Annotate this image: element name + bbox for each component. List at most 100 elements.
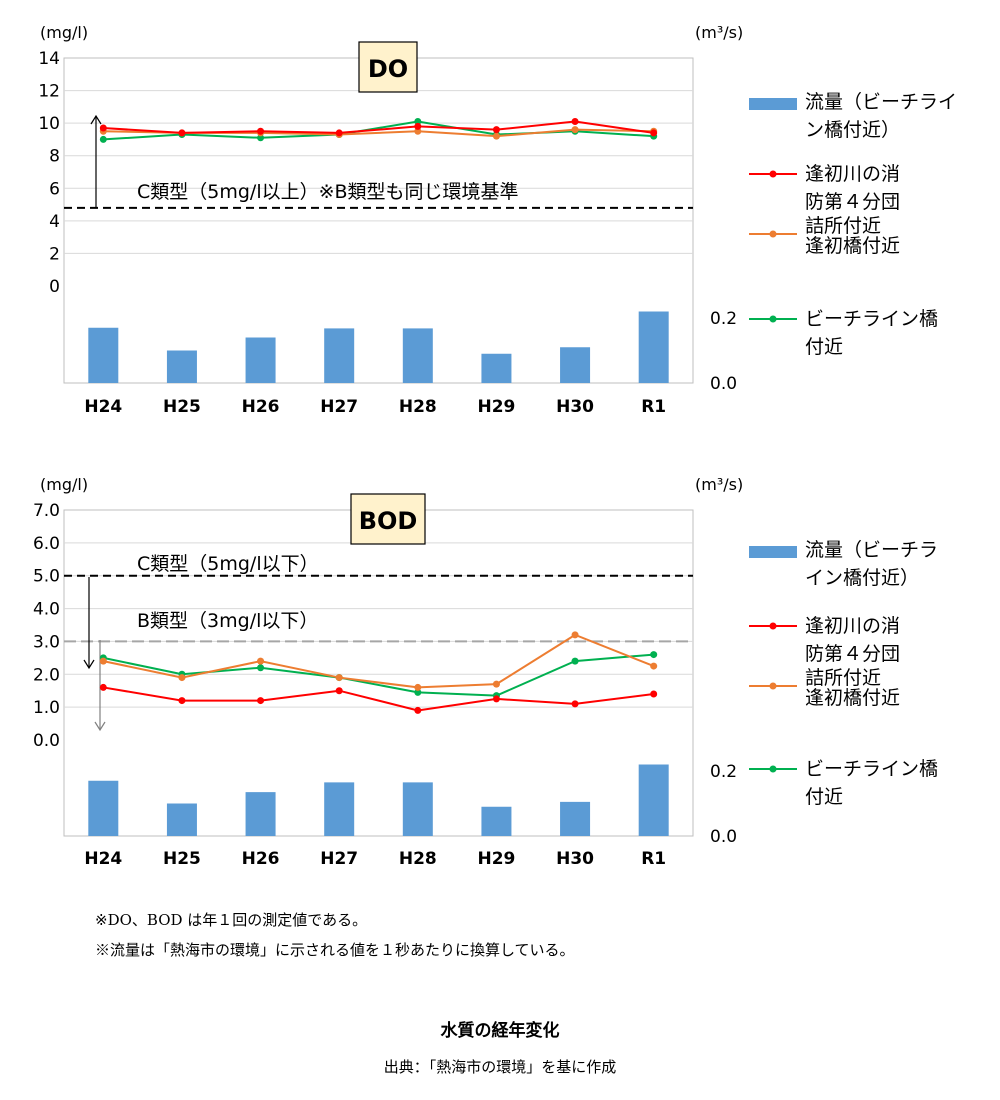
series-point — [257, 697, 265, 705]
chart-title: DO — [368, 55, 408, 83]
y-tick-label: 6.0 — [33, 534, 60, 554]
series-point — [99, 683, 107, 691]
x-tick-label: H27 — [320, 849, 358, 869]
legend-label: 流量（ビーチラ — [805, 539, 938, 561]
legend-bar-swatch — [749, 546, 797, 558]
reference-label: C類型（5mg/l以上）※B類型も同じ環境基準 — [137, 181, 519, 203]
x-tick-label: H25 — [163, 397, 201, 417]
chart-title-box — [358, 41, 418, 93]
bod-chart: 7.0 6.0 5.0 4.0 3.0 2.0 1.0 0.0 0.2 0.0 (mg/l) (m³/… — [33, 475, 938, 869]
series-line — [103, 653, 654, 697]
note-2: ※流量は「熱海市の環境」に示される値を１秒あたりに換算している。 — [95, 941, 575, 959]
x-tick-label: R1 — [641, 397, 666, 417]
series-point — [571, 657, 579, 665]
series-point — [257, 664, 265, 672]
legend-label: 逢初川の消 — [805, 615, 900, 637]
x-tick-label: H29 — [477, 397, 515, 417]
flow-bar — [166, 350, 197, 383]
series-point — [178, 129, 186, 137]
series-point — [492, 680, 500, 688]
series-point — [178, 697, 186, 705]
reference-label: B類型（3mg/l以下） — [137, 610, 318, 632]
y-axis-unit: (mg/l) — [40, 475, 88, 494]
chart-title-box — [350, 493, 426, 545]
legend-marker — [769, 170, 777, 178]
y-tick-label: 2 — [49, 244, 60, 264]
series-point — [414, 688, 422, 696]
x-tick-label: H26 — [242, 849, 280, 869]
arrow-head — [90, 114, 102, 125]
x-tick-label: H27 — [320, 397, 358, 417]
x-tick-label: H30 — [556, 397, 594, 417]
do-chart: 14 12 10 8 6 4 2 0 0.2 0.0 (mg/l) (m³/s) DO H24 H25 H26… — [38, 23, 957, 417]
series-point — [99, 657, 107, 665]
legend-label: 流量（ビーチライ — [805, 91, 957, 113]
x-tick-label: H28 — [399, 849, 437, 869]
chart-title: BOD — [359, 507, 418, 535]
arrow-head — [83, 659, 95, 670]
series-point — [571, 118, 579, 126]
y2-axis-unit: (m³/s) — [695, 23, 743, 42]
legend-label: 付近 — [805, 336, 843, 358]
series-point — [571, 126, 579, 134]
flow-bar — [560, 347, 591, 383]
y-tick-label: 1.0 — [33, 698, 60, 718]
y-tick-label: 0.0 — [33, 731, 60, 751]
x-tick-label: H26 — [242, 397, 280, 417]
series-point — [571, 700, 579, 708]
y-tick-label: 10 — [38, 114, 60, 134]
y-tick-label: 8 — [49, 147, 60, 167]
y-tick-label: 6 — [49, 179, 60, 199]
legend-label: 逢初川の消 — [805, 163, 900, 185]
x-tick-label: H29 — [477, 849, 515, 869]
series-point — [650, 129, 658, 137]
x-tick-label: H24 — [84, 849, 122, 869]
legend-marker — [769, 622, 777, 630]
notes: ※DO、BOD は年１回の測定値である。 ※流量は「熱海市の環境」に示される値を… — [95, 905, 575, 965]
x-tick-label: H25 — [163, 849, 201, 869]
series-point — [99, 124, 107, 132]
legend-label: ン橋付近） — [805, 119, 900, 141]
y2-tick-label: 0.0 — [710, 374, 737, 394]
note-1: ※DO、BOD は年１回の測定値である。 — [95, 911, 368, 929]
series-point — [257, 127, 265, 135]
y-tick-label: 2.0 — [33, 665, 60, 685]
figure-source: 出典：「熱海市の環境」を基に作成 — [383, 1058, 617, 1076]
flow-bar — [245, 337, 276, 383]
figure-title: 水質の経年変化 — [440, 1021, 560, 1041]
y2-tick-label: 0.2 — [710, 762, 737, 782]
series-point — [414, 122, 422, 130]
series-point — [178, 674, 186, 682]
series-point — [335, 687, 343, 695]
flow-bar — [245, 792, 276, 836]
y-tick-label: 5.0 — [33, 567, 60, 587]
series-line — [103, 120, 654, 141]
series-point — [650, 690, 658, 698]
reference-label: C類型（5mg/l以下） — [137, 553, 319, 575]
legend-label: 付近 — [805, 786, 843, 808]
legend-label: 逢初橋付近 — [805, 687, 900, 709]
legend-label: ビーチライン橋 — [805, 758, 938, 780]
y-tick-label: 0 — [49, 277, 60, 297]
y-axis-unit: (mg/l) — [40, 23, 88, 42]
series-line — [103, 633, 655, 689]
series-point — [650, 662, 658, 670]
y2-tick-label: 0.2 — [710, 309, 737, 329]
flow-bar — [402, 782, 433, 836]
y-tick-label: 4 — [49, 212, 60, 232]
series-point — [414, 706, 422, 714]
x-tick-label: R1 — [641, 849, 666, 869]
flow-bar — [560, 801, 591, 836]
y2-tick-label: 0.0 — [710, 827, 737, 847]
y-tick-label: 12 — [38, 82, 60, 102]
y2-axis-unit: (m³/s) — [695, 475, 743, 494]
series-point — [492, 132, 500, 140]
flow-bar — [88, 780, 119, 836]
series-point — [492, 126, 500, 134]
flow-bar — [88, 327, 119, 383]
flow-bar — [166, 803, 197, 836]
legend-label: 逢初橋付近 — [805, 235, 900, 257]
flow-bar — [638, 764, 669, 836]
y-tick-label: 14 — [38, 49, 60, 69]
